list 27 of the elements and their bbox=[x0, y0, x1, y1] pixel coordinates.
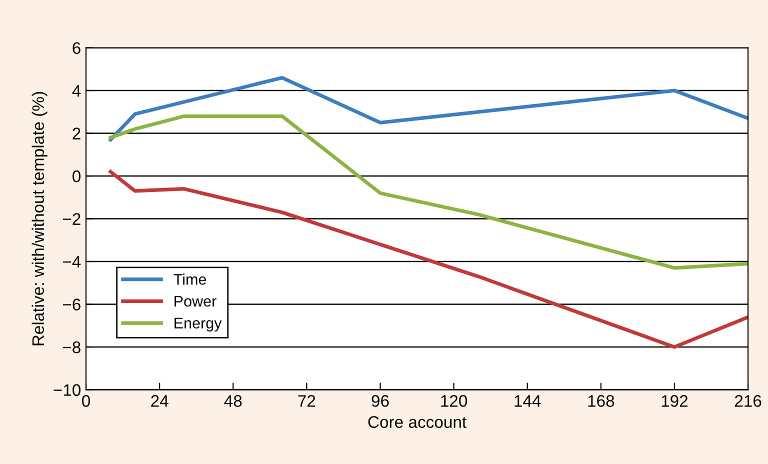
y-tick-label: −8 bbox=[62, 341, 80, 354]
x-axis-title: Core account bbox=[368, 416, 466, 428]
x-tick-label: 24 bbox=[151, 395, 168, 407]
line-series bbox=[108, 76, 748, 142]
legend-label: Time bbox=[174, 274, 206, 285]
y-tick-label: 0 bbox=[72, 170, 81, 182]
line-series bbox=[108, 170, 748, 349]
x-tick-label: 0 bbox=[82, 395, 90, 407]
y-tick-label: 6 bbox=[72, 42, 80, 54]
x-tick-label: 120 bbox=[441, 395, 468, 407]
x-tick-label: 144 bbox=[514, 395, 541, 407]
y-tick-label: 4 bbox=[72, 85, 81, 97]
x-tick-label: 216 bbox=[734, 395, 762, 407]
y-tick-label: −2 bbox=[62, 213, 80, 225]
x-tick-label: 72 bbox=[298, 395, 316, 407]
y-axis-title: Relative: with/without template (%) bbox=[32, 92, 48, 346]
x-tick-label: 192 bbox=[662, 395, 688, 407]
x-tick-label: 96 bbox=[372, 395, 389, 407]
y-tick-label: −6 bbox=[62, 298, 80, 310]
x-tick-label: 48 bbox=[224, 395, 242, 407]
x-tick-label: 168 bbox=[588, 395, 614, 407]
legend-label: Power bbox=[174, 296, 216, 307]
y-tick-label: 2 bbox=[72, 128, 80, 140]
y-tick-label: −10 bbox=[54, 384, 81, 396]
line-series bbox=[108, 114, 748, 270]
y-tick-label: −4 bbox=[62, 256, 81, 268]
legend-label: Energy bbox=[174, 318, 222, 332]
